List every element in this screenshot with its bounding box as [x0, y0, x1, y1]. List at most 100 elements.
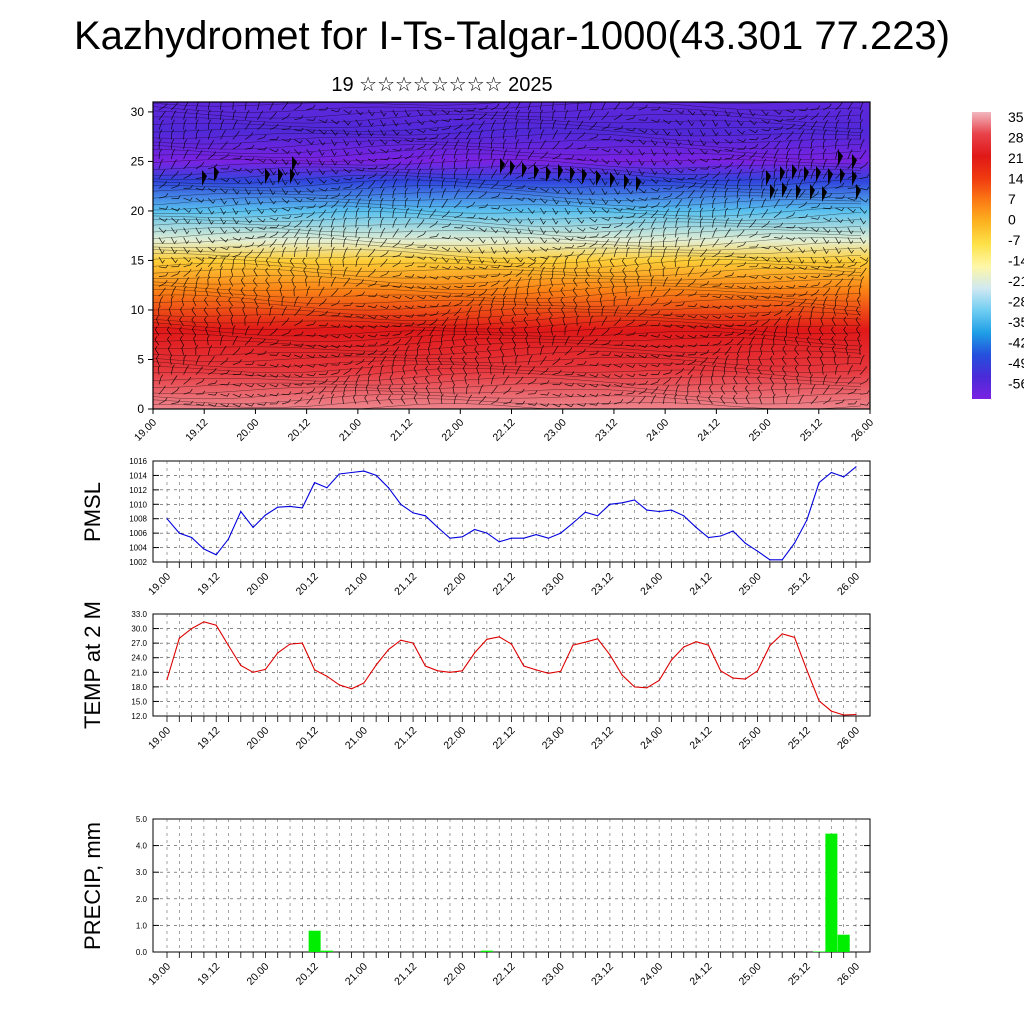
wind-barb [195, 129, 200, 140]
wind-barb [626, 373, 636, 378]
wind-barb [687, 175, 698, 179]
wind-barb [331, 178, 340, 183]
wind-barb [527, 102, 532, 111]
wind-barb [245, 242, 255, 248]
wind-barb [490, 111, 498, 121]
wind-barb [355, 256, 360, 267]
wind-barb [232, 359, 242, 366]
wind-barb [650, 168, 658, 176]
wind-barb [810, 129, 816, 140]
wind-barb [269, 328, 278, 336]
wind-barb [441, 276, 451, 280]
wind-barb [330, 266, 334, 277]
wind-barb [404, 241, 414, 248]
wind-barb [355, 207, 360, 218]
wind-barb [400, 395, 406, 405]
wind-barb [441, 222, 451, 228]
wind-barb [859, 129, 864, 140]
wind-barb [343, 119, 351, 126]
wind-barb [589, 198, 596, 205]
wind-barb [183, 139, 188, 150]
wind-barb [749, 136, 759, 141]
wind-barb [466, 178, 472, 189]
wind-barb [328, 256, 332, 267]
wind-barb [637, 276, 640, 287]
wind-barb [404, 354, 408, 365]
wind-barb [589, 315, 594, 326]
wind-barb [847, 237, 854, 245]
pmsl-point [178, 532, 180, 534]
wind-barb [515, 388, 525, 395]
wind-barb [663, 353, 673, 358]
temp2m-point [806, 669, 808, 671]
wind-barb [245, 372, 255, 377]
wind-barb [786, 246, 794, 253]
wind-barb [798, 315, 802, 326]
wind-barb [503, 399, 513, 405]
wind-barb [687, 267, 694, 277]
wind-barb [183, 184, 193, 189]
wind-barb [798, 226, 808, 231]
wind-barb [638, 158, 645, 166]
wind-barb [515, 365, 521, 375]
wind-barb [822, 158, 828, 169]
wind-barb [355, 189, 363, 199]
wind-barb [798, 114, 808, 121]
wind-barb [343, 334, 353, 339]
wind-barb [650, 106, 661, 111]
contour-line [153, 153, 862, 165]
contour-line [153, 185, 862, 195]
wind-barb [662, 208, 670, 218]
x-tick-label: 21.12 [392, 961, 419, 988]
wind-barb [589, 178, 596, 186]
wind-barb [859, 139, 865, 150]
wind-barb [712, 282, 722, 287]
wind-barb [687, 129, 694, 137]
wind-barb [786, 131, 794, 140]
wind-barb [783, 335, 787, 346]
wind-barb [305, 276, 308, 287]
wind-barb [626, 246, 630, 258]
wind-barb [761, 256, 770, 262]
wind-barb [318, 363, 328, 367]
wind-barb [453, 200, 462, 209]
wind-barb [577, 393, 586, 398]
wind-barb [453, 158, 458, 169]
wind-barb [466, 306, 473, 316]
wind-barb [589, 146, 599, 151]
wind-barb [626, 382, 636, 386]
wind-barb [380, 109, 387, 117]
x-tick-label: 19.00 [146, 571, 173, 598]
wind-barb [380, 305, 390, 309]
wind-barb [513, 296, 517, 307]
wind-barb [452, 384, 456, 395]
wind-barb [294, 115, 304, 121]
x-tick-label: 22.00 [441, 571, 468, 598]
wind-barb [154, 336, 160, 346]
wind-barb [343, 352, 353, 357]
wind-barb [490, 364, 493, 375]
y-tick-label: 27.0 [131, 639, 147, 648]
wind-barb [712, 148, 721, 154]
wind-barb [289, 257, 295, 268]
wind-barb [441, 285, 451, 290]
wind-barb [663, 129, 670, 136]
wind-barb [503, 182, 513, 189]
wind-barb [413, 365, 418, 375]
wind-barb [220, 237, 229, 243]
wind-barb [845, 345, 849, 356]
wind-barb [798, 214, 808, 219]
wind-barb [662, 276, 669, 287]
contour-line [153, 170, 862, 181]
wind-barb [859, 344, 862, 356]
wind-barb [835, 139, 839, 150]
temp2m-point [510, 643, 513, 645]
wind-barb [269, 231, 279, 238]
y-tick-label: 3.0 [136, 868, 148, 877]
wind-barb [613, 374, 623, 378]
wind-barb [232, 347, 241, 356]
wind-barb [257, 338, 266, 346]
wind-flag [766, 170, 771, 186]
wind-barb [257, 168, 265, 175]
wind-barb [368, 342, 378, 346]
